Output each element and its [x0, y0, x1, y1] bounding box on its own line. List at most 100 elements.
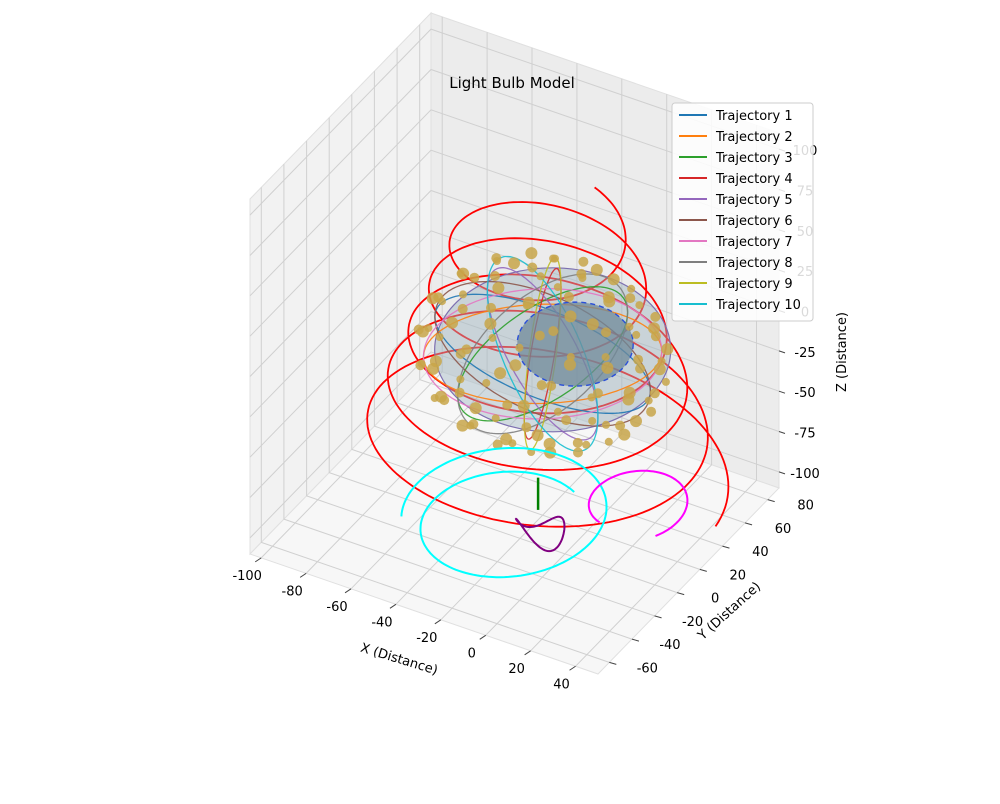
particle-point [604, 437, 613, 446]
x-tick-mark [479, 634, 487, 640]
y-axis-label: Y (Distance) [695, 579, 765, 644]
particle-point [446, 316, 459, 329]
legend-label-6: Trajectory 6 [715, 214, 793, 229]
particle-point [625, 322, 634, 331]
particle-point [426, 292, 439, 305]
particle-point [508, 257, 520, 270]
particle-point [521, 422, 532, 433]
y-gridline [306, 140, 655, 617]
particle-point [456, 419, 469, 432]
particle-point [601, 361, 614, 374]
z-gridline [249, 189, 780, 377]
particle-point [578, 256, 589, 267]
z-tick-label: -100 [790, 467, 820, 482]
y-tick-label: 20 [730, 568, 747, 583]
particle-point [491, 253, 502, 264]
y-gridline [283, 164, 633, 640]
y-tick-label: -20 [682, 615, 703, 630]
legend-label-2: Trajectory 2 [715, 130, 793, 145]
particle-point [632, 330, 641, 339]
particle-point [572, 437, 583, 448]
z-tick-mark [778, 350, 786, 354]
particle-point [515, 343, 524, 352]
particle-point [615, 420, 626, 431]
trajectory-8-line [457, 273, 629, 435]
z-tick-label: -75 [794, 427, 815, 442]
particle-point [607, 273, 620, 286]
y-tick-mark [722, 545, 730, 549]
particle-point [527, 262, 538, 273]
x-tick-label: -20 [416, 631, 437, 646]
y-gridline [419, 24, 768, 501]
z-tick-label: -50 [794, 386, 815, 401]
particle-point [548, 326, 559, 337]
particle-point [646, 406, 657, 417]
legend-label-7: Trajectory 7 [715, 235, 793, 250]
y-tick-mark [609, 661, 617, 665]
z-tick-label: -25 [794, 346, 815, 361]
particle-point [509, 359, 522, 372]
particle-point [435, 333, 444, 341]
x-tick-label: 40 [553, 677, 570, 692]
legend-box [671, 102, 814, 322]
z-gridline [249, 109, 780, 297]
particle-point [633, 354, 644, 365]
particle-point [491, 414, 500, 423]
particle-point [635, 363, 646, 374]
particle-point [644, 396, 653, 405]
particle-point [492, 282, 505, 294]
particle-point [543, 437, 556, 450]
x-tick-label: -100 [232, 569, 262, 584]
particle-point [500, 433, 513, 446]
y-tick-label: 80 [797, 499, 814, 514]
particle-point [484, 317, 497, 330]
legend-label-9: Trajectory 9 [715, 277, 793, 292]
z-axis-label: Z (Distance) [835, 312, 850, 392]
particle-point [469, 272, 480, 283]
particle-point [650, 311, 661, 322]
purple-loop-trajectory [514, 515, 566, 553]
x-tick-label: -40 [371, 615, 392, 630]
y-tick-mark [654, 615, 662, 619]
y-tick-mark [677, 592, 685, 596]
x-tick-mark [389, 603, 397, 609]
particle-point [531, 429, 544, 442]
particle-point [488, 333, 497, 342]
y-gridline [396, 47, 746, 524]
particle-point [554, 407, 562, 416]
particle-point [564, 310, 577, 323]
particle-point [416, 325, 429, 338]
particle-point [588, 417, 597, 425]
particle-point [454, 387, 465, 398]
particle-point [536, 380, 547, 391]
x-gridline [260, 16, 443, 559]
particle-point [661, 377, 670, 386]
y-gridline [328, 117, 678, 594]
particle-point [469, 402, 482, 415]
z-tick-mark [778, 471, 786, 475]
z-gridline [249, 310, 780, 498]
legend-label-4: Trajectory 4 [715, 172, 793, 187]
particle-point [438, 297, 446, 306]
x-tick-label: 20 [508, 662, 525, 677]
particle-point [534, 330, 545, 341]
z-gridline [249, 28, 780, 216]
y-tick-label: 40 [752, 545, 769, 560]
particle-point [490, 271, 500, 281]
particle-point [648, 322, 660, 335]
magenta-trajectory [587, 469, 689, 537]
particle-point [482, 379, 491, 387]
particle-point [415, 360, 426, 371]
y-tick-label: 0 [711, 592, 719, 607]
y-tick-label: -60 [637, 661, 658, 676]
particle-point [592, 388, 603, 399]
particle-point [525, 247, 538, 260]
particle-point [657, 357, 666, 366]
legend-label-5: Trajectory 5 [715, 193, 793, 208]
particle-point [553, 283, 562, 292]
particle-point [430, 394, 439, 402]
y-gridline [351, 94, 700, 570]
z-gridline [249, 230, 780, 418]
red-spiral-trajectory [366, 186, 730, 528]
